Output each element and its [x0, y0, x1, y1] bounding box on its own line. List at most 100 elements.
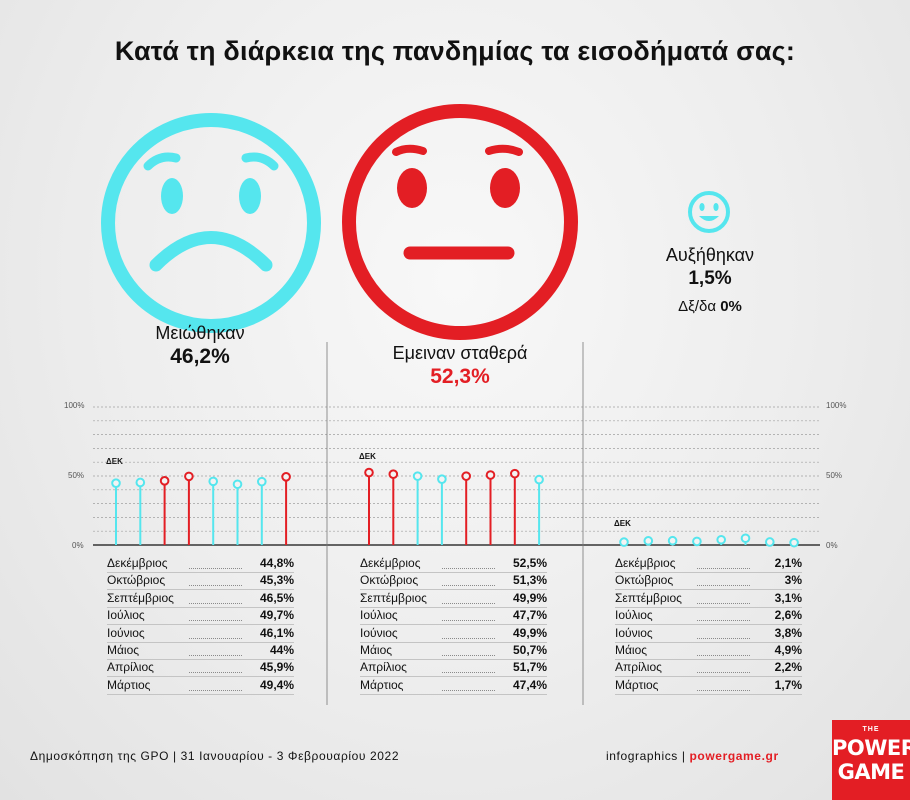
- row-divider: [615, 676, 802, 678]
- month-name: Ιούνιος: [107, 625, 145, 640]
- month-name: Δεκέμβριος: [360, 556, 421, 570]
- month-name: Οκτώβριος: [107, 573, 166, 588]
- month-name: Δεκέμβριος: [107, 556, 168, 570]
- lollipop-point: [716, 534, 727, 545]
- table-row: Μάρτιος 47,4%: [360, 678, 547, 695]
- row-divider: [360, 624, 547, 626]
- lollipop-point: [208, 476, 218, 487]
- dk-answer: Δξ/δα 0%: [620, 298, 800, 315]
- row-divider: [107, 641, 294, 643]
- lollipop-point: [692, 536, 702, 547]
- leader-dots: [442, 568, 495, 569]
- lollipop-point: [281, 472, 291, 482]
- lollipop-point: [510, 468, 520, 479]
- month-value: 2,2%: [774, 660, 802, 675]
- month-name: Απρίλιος: [107, 660, 154, 675]
- month-value: 47,7%: [512, 608, 547, 623]
- axis-label-left-100: 100%: [64, 401, 85, 410]
- row-divider: [107, 589, 294, 591]
- month-value: 50,7%: [512, 643, 547, 657]
- month-name: Μάρτιος: [107, 677, 151, 692]
- row-divider: [615, 641, 802, 643]
- month-name: Ιούνιος: [615, 625, 653, 640]
- leader-dots: [697, 655, 750, 656]
- lollipop-point: [485, 470, 496, 480]
- table-row: Δεκέμβριος 2,1%: [615, 556, 802, 573]
- lollipop-point: [412, 471, 423, 481]
- table-row: Απρίλιος 45,9%: [107, 660, 294, 678]
- axis-label-right-100: 100%: [826, 401, 847, 410]
- group-value-stable: 52,3%: [430, 365, 490, 388]
- leader-dots: [442, 637, 495, 639]
- row-divider: [615, 606, 802, 608]
- row-divider: [615, 659, 802, 660]
- table-row: Ιούλιος 49,7%: [107, 608, 294, 626]
- month-value: 49,9%: [512, 625, 547, 640]
- footer-credit: infographics | powergame.gr: [606, 749, 779, 763]
- month-value: 51,7%: [512, 660, 547, 675]
- leader-dots: [442, 585, 495, 587]
- month-name: Οκτώβριος: [360, 573, 419, 588]
- lollipop-point: [159, 476, 170, 486]
- row-divider: [107, 659, 294, 660]
- month-value: 2,6%: [774, 608, 802, 623]
- leader-dots: [189, 585, 242, 587]
- lollipop-point: [789, 537, 799, 548]
- table-row: Απρίλιος 2,2%: [615, 660, 802, 678]
- leader-dots: [442, 602, 495, 604]
- month-name: Μάιος: [107, 643, 140, 657]
- month-name: Σεπτέμβριος: [615, 590, 682, 605]
- lollipop-point: [667, 535, 678, 546]
- axis-label-right-0: 0%: [826, 541, 838, 550]
- month-name: Μάρτιος: [615, 677, 659, 692]
- group-label-decreased: Μειώθηκαν: [155, 323, 245, 343]
- leader-dots: [442, 655, 495, 656]
- month-value: 51,3%: [512, 573, 547, 588]
- leader-dots: [189, 568, 242, 569]
- month-value: 46,1%: [259, 625, 294, 640]
- happy-face-icon: [688, 191, 730, 233]
- table-row: Ιούλιος 47,7%: [360, 608, 547, 626]
- powergame-logo: THE POWER GAME: [832, 720, 910, 800]
- month-name: Οκτώβριος: [615, 573, 674, 588]
- credit-site-link[interactable]: powergame.gr: [689, 749, 779, 763]
- table-row: Ιούνιος 49,9%: [360, 626, 547, 643]
- leader-dots: [189, 637, 242, 639]
- table-row: Σεπτέμβριος 49,9%: [360, 591, 547, 608]
- table-row: Ιούνιος 3,8%: [615, 626, 802, 643]
- leader-dots: [442, 672, 495, 674]
- footer-source: Δημοσκόπηση της GPO | 31 Ιανουαρίου - 3 …: [30, 749, 400, 763]
- month-value: 52,5%: [512, 556, 547, 570]
- month-value: 3,8%: [774, 625, 802, 640]
- axis-label-left-0: 0%: [72, 541, 84, 550]
- leader-dots: [697, 602, 750, 604]
- lollipop-point: [534, 474, 544, 485]
- month-name: Απρίλιος: [360, 660, 407, 675]
- month-name: Ιούλιος: [360, 608, 398, 623]
- row-divider: [107, 676, 294, 678]
- month-value: 2,1%: [774, 556, 802, 570]
- dk-label: Δξ/δα: [678, 298, 717, 315]
- row-divider: [107, 606, 294, 608]
- table-row: Οκτώβριος 3%: [615, 573, 802, 591]
- lollipop-point: [184, 471, 194, 482]
- month-value: 49,7%: [259, 608, 294, 623]
- table-row: Σεπτέμβριος 46,5%: [107, 591, 294, 608]
- lollipop-point: [388, 469, 399, 480]
- leader-dots: [697, 689, 750, 691]
- lollipop-point: [232, 479, 243, 490]
- leader-dots: [189, 672, 242, 674]
- table-row: Ιούλιος 2,6%: [615, 608, 802, 626]
- table-row: Ιούνιος 46,1%: [107, 626, 294, 643]
- month-name: Ιούνιος: [360, 625, 398, 640]
- table-row: Οκτώβριος 51,3%: [360, 573, 547, 591]
- row-divider: [107, 624, 294, 626]
- row-divider: [360, 589, 547, 591]
- month-value: 45,9%: [259, 660, 294, 675]
- dek-marker-2: ΔΕΚ: [359, 452, 376, 461]
- dk-value: 0%: [720, 298, 742, 315]
- axis-label-left-50: 50%: [68, 471, 85, 480]
- month-value: 46,5%: [259, 590, 294, 605]
- month-value: 3,1%: [774, 590, 802, 605]
